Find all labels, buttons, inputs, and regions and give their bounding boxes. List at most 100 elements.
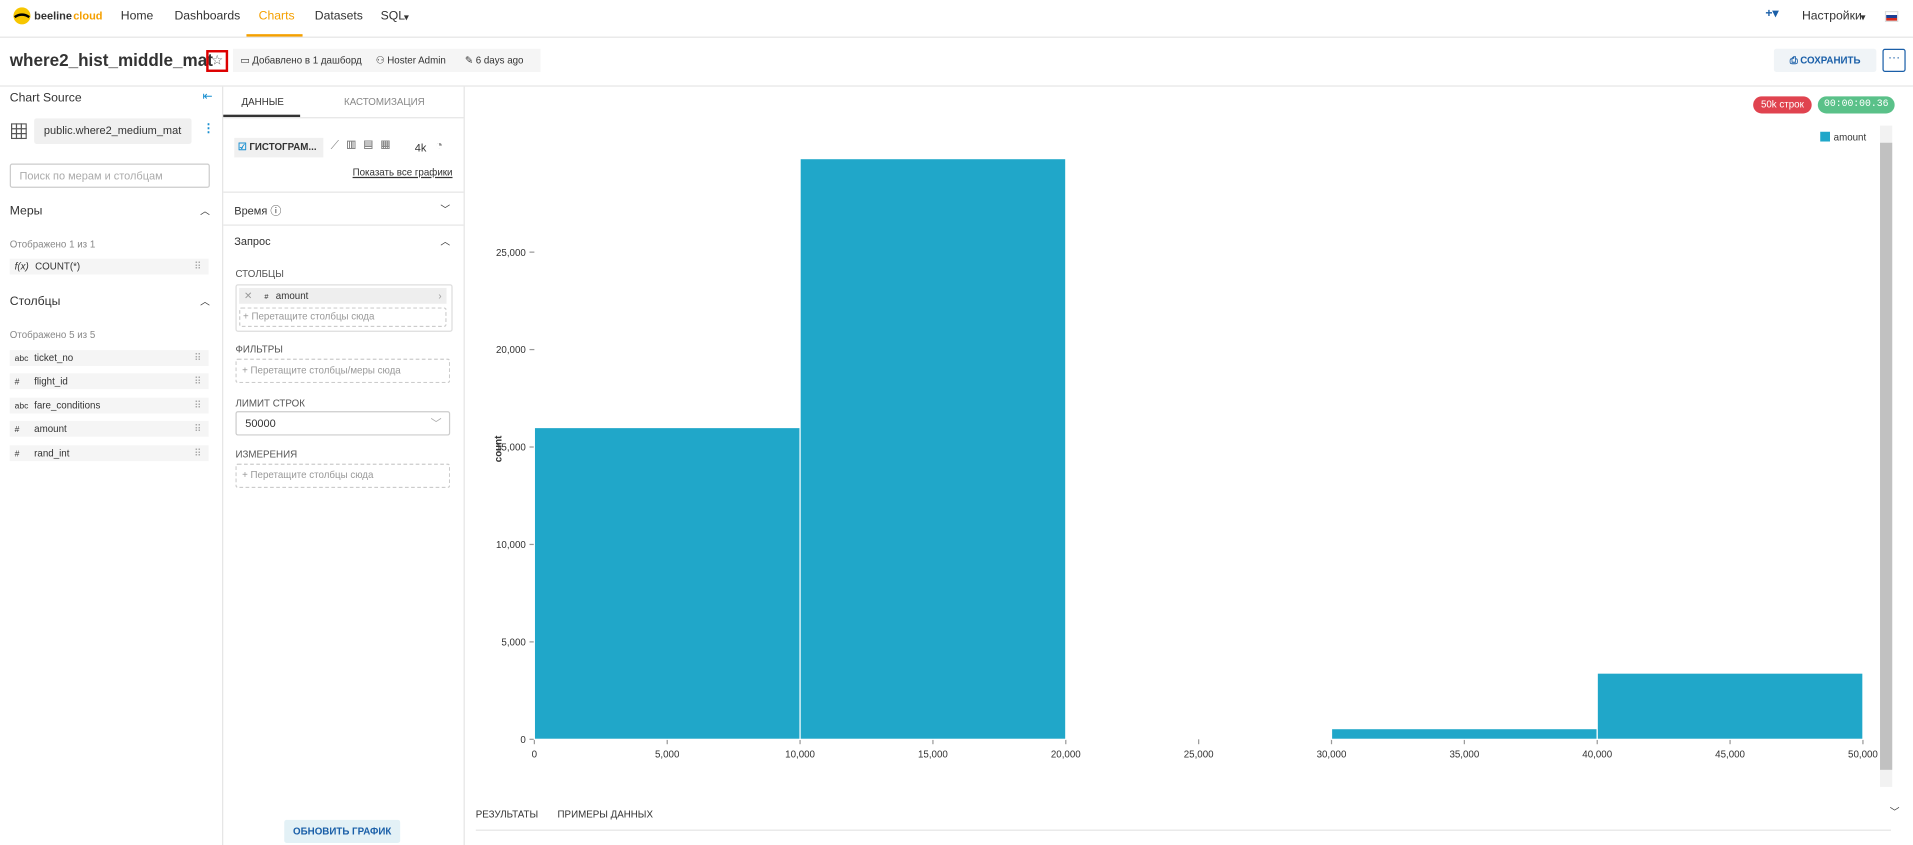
logo-brand: beeline xyxy=(34,9,72,22)
dropdown-caret: ▾ xyxy=(403,12,409,24)
bar xyxy=(1330,727,1598,740)
dataset-name[interactable]: public.where2_medium_mat xyxy=(34,118,192,144)
drop-text: Перетащите столбцы/меры сюда xyxy=(250,364,401,376)
collapse-results[interactable]: ﹀ xyxy=(1889,806,1900,818)
time-section[interactable]: Время ⓘ xyxy=(234,204,282,218)
viz-pie[interactable]: ◔ xyxy=(435,139,443,153)
logo-icon xyxy=(13,7,31,25)
modified-text: 6 days ago xyxy=(475,54,524,66)
y-tick-label: 20,000 xyxy=(496,345,526,356)
divider xyxy=(475,829,1891,831)
header-divider xyxy=(0,85,1913,87)
drop-zone[interactable]: + Перетащите столбцы сюда xyxy=(239,307,447,327)
more-button[interactable]: ··· xyxy=(1882,48,1906,72)
dropdown-caret: ▾ xyxy=(1860,12,1866,24)
viz-icons[interactable]: ⟋▥▤▦ xyxy=(330,139,398,153)
active-tab-underline xyxy=(223,114,301,118)
add-button[interactable]: +▾ xyxy=(1765,7,1779,21)
tab[interactable]: ДАННЫЕ xyxy=(241,96,284,108)
save-text: СОХРАНИТЬ xyxy=(1800,54,1861,66)
x-tick-label: 45,000 xyxy=(1715,750,1745,761)
section-toggle[interactable]: ︿ xyxy=(200,296,210,308)
metrics-heading[interactable]: Меры xyxy=(9,204,43,219)
favorite-star[interactable]: ☆ xyxy=(206,50,229,72)
drop-text: Перетащите столбцы сюда xyxy=(250,469,374,481)
result-tab[interactable]: ПРИМЕРЫ ДАННЫХ xyxy=(557,808,653,820)
column-row[interactable]: abc fare_conditions ⠿ xyxy=(9,397,209,414)
search-input[interactable]: Поиск по мерам и столбцам xyxy=(9,163,210,188)
result-tab[interactable]: РЕЗУЛЬТАТЫ xyxy=(475,808,539,820)
column-name: fare_conditions xyxy=(34,400,101,412)
bar xyxy=(799,157,1067,740)
viz-selector[interactable]: ☑ ГИСТОГРАМ... xyxy=(234,137,324,158)
column-name: rand_int xyxy=(34,447,70,459)
bar xyxy=(533,426,801,740)
dataset-menu[interactable]: ⋮ xyxy=(202,122,215,136)
y-tick-label: 15,000 xyxy=(496,443,526,454)
language-flag[interactable] xyxy=(1884,10,1899,22)
section-toggle[interactable]: ﹀ xyxy=(440,203,451,215)
column-name: flight_id xyxy=(34,375,68,387)
column-chip[interactable]: ✕ # amount › xyxy=(239,287,447,304)
metrics-count: Отображено 1 из 1 xyxy=(9,239,96,251)
column-chip-text: amount xyxy=(275,290,309,302)
nav-item[interactable]: Dashboards xyxy=(174,9,241,24)
filters-label: ФИЛЬТРЫ xyxy=(235,344,283,356)
column-row[interactable]: # rand_int ⠿ xyxy=(9,445,209,462)
chart-title: where2_hist_middle_mat xyxy=(9,50,213,70)
metric-icon: f(x) xyxy=(14,261,29,273)
drop-zone[interactable]: + Перетащите столбцы/меры сюда xyxy=(235,358,451,384)
column-type: abc xyxy=(14,402,29,412)
settings-menu[interactable]: Настройки xyxy=(1801,9,1862,24)
x-tick-label: 35,000 xyxy=(1449,750,1479,761)
save-button[interactable]: ⎙ СОХРАНИТЬ xyxy=(1773,48,1877,72)
x-tick-label: 5,000 xyxy=(655,750,680,761)
drop-text: Перетащите столбцы сюда xyxy=(251,311,375,323)
dashboards-info[interactable]: ▭ Добавлено в 1 дашборд xyxy=(240,54,362,66)
source-heading: Chart Source xyxy=(9,91,82,105)
collapse-button[interactable]: ⇤ xyxy=(202,90,213,104)
query-section[interactable]: Запрос xyxy=(234,235,271,248)
x-tick-label: 20,000 xyxy=(1051,750,1081,761)
show-all-link[interactable]: Показать все графики xyxy=(352,167,453,179)
y-tick-label: 10,000 xyxy=(496,540,526,551)
time-text: Время xyxy=(234,204,268,218)
nav-item[interactable]: Datasets xyxy=(314,9,363,24)
divider xyxy=(223,224,464,226)
column-row[interactable]: # flight_id ⠿ xyxy=(9,373,209,390)
nav-item[interactable]: SQL xyxy=(380,9,406,24)
columns-heading[interactable]: Столбцы xyxy=(9,295,61,309)
x-tick-label: 0 xyxy=(532,750,538,761)
owner-text: Hoster Admin xyxy=(387,54,446,66)
column-row[interactable]: # amount ⠿ xyxy=(9,420,209,437)
dataset-icon xyxy=(10,123,27,140)
nav-item[interactable]: Charts xyxy=(258,9,295,24)
dashboards-text: Добавлено в 1 дашборд xyxy=(252,54,362,66)
modified-info: ✎ 6 days ago xyxy=(464,54,524,66)
top-nav xyxy=(0,0,1913,38)
update-button[interactable]: ОБНОВИТЬ ГРАФИК xyxy=(284,819,401,844)
panel-divider xyxy=(222,86,224,845)
column-row[interactable]: abc ticket_no ⠿ xyxy=(9,350,209,366)
limit-label: ЛИМИТ СТРОК xyxy=(235,397,305,409)
meta-bar xyxy=(233,48,541,72)
section-toggle[interactable]: ︿ xyxy=(440,236,451,248)
nav-item[interactable]: Home xyxy=(120,9,154,24)
limit-select[interactable]: 50000 ﹀ xyxy=(235,411,451,436)
x-tick-label: 15,000 xyxy=(918,750,948,761)
drop-zone[interactable]: + Перетащите столбцы сюда xyxy=(235,463,451,488)
tab[interactable]: КАСТОМИЗАЦИЯ xyxy=(344,96,425,108)
panel-divider xyxy=(463,86,465,845)
scrollbar[interactable] xyxy=(1880,125,1893,787)
dimensions-label: ИЗМЕРЕНИЯ xyxy=(235,448,298,460)
owner-info: ⚇ Hoster Admin xyxy=(375,54,446,66)
x-tick-label: 10,000 xyxy=(785,750,815,761)
x-tick-label: 40,000 xyxy=(1582,750,1612,761)
section-toggle[interactable]: ︿ xyxy=(200,206,210,218)
metric-row[interactable]: f(x) COUNT(*) ⠿ xyxy=(9,258,209,275)
limit-value: 50000 xyxy=(245,417,276,430)
histogram: 0 5,000 10,000 15,000 20,000 25,000 0 5,000 10,0… xyxy=(493,131,1878,761)
viz-4k[interactable]: 4k xyxy=(414,141,427,154)
x-tick-label: 25,000 xyxy=(1184,750,1214,761)
columns-label: СТОЛБЦЫ xyxy=(235,268,284,280)
